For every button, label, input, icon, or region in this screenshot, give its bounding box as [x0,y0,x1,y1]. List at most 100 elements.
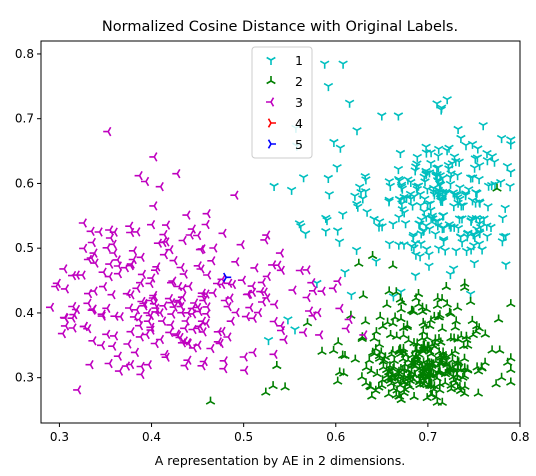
data-point-series-3 [219,363,228,374]
data-point-series-2 [506,353,516,362]
data-point-series-3 [180,323,189,334]
data-point-series-3 [68,270,77,281]
data-point-series-3 [223,301,232,312]
data-point-series-2 [358,290,369,299]
data-point-series-3 [359,330,368,340]
legend-label: 3 [295,95,303,110]
data-point-series-3 [317,286,326,296]
data-point-series-3 [160,349,169,360]
data-point-series-3 [136,361,145,372]
data-point-series-3 [207,256,216,266]
data-point-series-3 [239,352,248,362]
data-point-series-3 [121,361,131,371]
y-tick-label: 0.4 [15,306,34,320]
data-point-series-2 [417,306,428,315]
x-tick-label: 0.4 [142,430,161,444]
data-point-series-2 [360,316,371,325]
data-point-series-2 [395,294,406,303]
data-point-series-1 [483,203,493,212]
y-axis: 0.3 0.4 0.5 0.6 0.7 0.8 [15,47,41,385]
data-point-series-3 [219,356,228,366]
data-point-series-3 [309,286,318,296]
data-point-series-3 [151,265,160,275]
data-point-series-3 [201,289,210,299]
data-point-series-3 [159,301,168,311]
legend-label: 5 [295,137,303,152]
data-point-series-3 [237,275,247,285]
data-point-series-3 [225,293,234,303]
data-point-series-1 [448,189,459,198]
data-point-series-3 [188,343,198,353]
data-point-series-2 [506,364,516,374]
data-point-series-3 [262,293,271,303]
data-point-series-2 [422,359,433,368]
data-point-series-3 [123,339,132,349]
data-point-series-1 [269,182,279,191]
data-point-series-2 [366,366,377,375]
data-point-series-1 [497,214,508,223]
data-point-series-1 [462,230,473,239]
data-point-series-2 [374,339,385,348]
data-point-series-1 [475,199,485,208]
data-point-series-1 [472,189,482,198]
data-point-series-2 [418,317,428,327]
data-point-series-3 [69,309,78,320]
data-point-series-1 [332,227,343,236]
data-point-series-3 [173,330,182,341]
data-point-series-3 [218,228,227,239]
data-point-series-3 [333,276,342,286]
data-point-series-3 [257,277,266,288]
data-point-series-3 [179,269,188,279]
data-point-series-2 [468,330,479,339]
data-point-series-2 [372,369,382,378]
data-point-series-1 [469,259,480,268]
data-point-series-2 [403,335,414,344]
legend-entry-3: 3 [266,95,303,110]
data-point-series-3 [173,297,182,307]
y-tick-label: 0.3 [15,371,34,385]
data-point-series-1 [356,188,366,198]
data-point-series-3 [275,248,285,258]
data-point-series-2 [432,397,443,406]
data-point-series-3 [231,257,240,267]
data-point-series-3 [165,244,174,255]
data-point-series-3 [99,281,108,292]
data-point-series-2 [453,334,463,343]
data-point-series-1 [400,220,411,229]
data-point-series-2 [494,345,505,354]
data-point-series-1 [298,174,309,183]
data-point-series-3 [150,338,159,349]
data-point-series-2 [427,339,438,348]
data-point-series-3 [108,341,117,351]
data-point-series-3 [143,316,152,326]
data-point-series-3 [169,302,178,312]
data-point-series-3 [107,289,116,300]
data-point-series-3 [88,336,97,346]
data-point-series-1 [395,149,406,158]
data-point-series-1 [360,188,371,197]
data-point-series-2 [357,372,367,381]
data-point-series-1 [412,153,423,162]
data-point-series-1 [329,138,339,147]
data-point-series-3 [213,337,222,347]
data-point-series-3 [97,340,106,351]
data-point-series-3 [270,299,279,310]
data-point-series-3 [102,329,111,340]
data-point-series-1 [396,183,407,192]
data-point-series-3 [149,152,158,162]
data-point-series-3 [248,313,257,324]
data-point-series-3 [190,298,199,308]
data-point-series-1 [432,100,442,109]
data-point-series-2 [350,354,361,363]
data-point-series-3 [197,361,206,371]
legend-label: 2 [295,74,303,89]
data-point-series-1 [412,160,422,169]
data-point-series-2 [366,382,376,391]
data-point-series-3 [215,338,224,349]
data-point-series-2 [382,299,392,308]
data-point-series-1 [433,145,444,154]
data-point-series-1 [469,164,480,173]
data-point-series-1 [482,149,492,159]
data-point-series-1 [283,316,293,325]
data-point-series-3 [183,337,192,348]
